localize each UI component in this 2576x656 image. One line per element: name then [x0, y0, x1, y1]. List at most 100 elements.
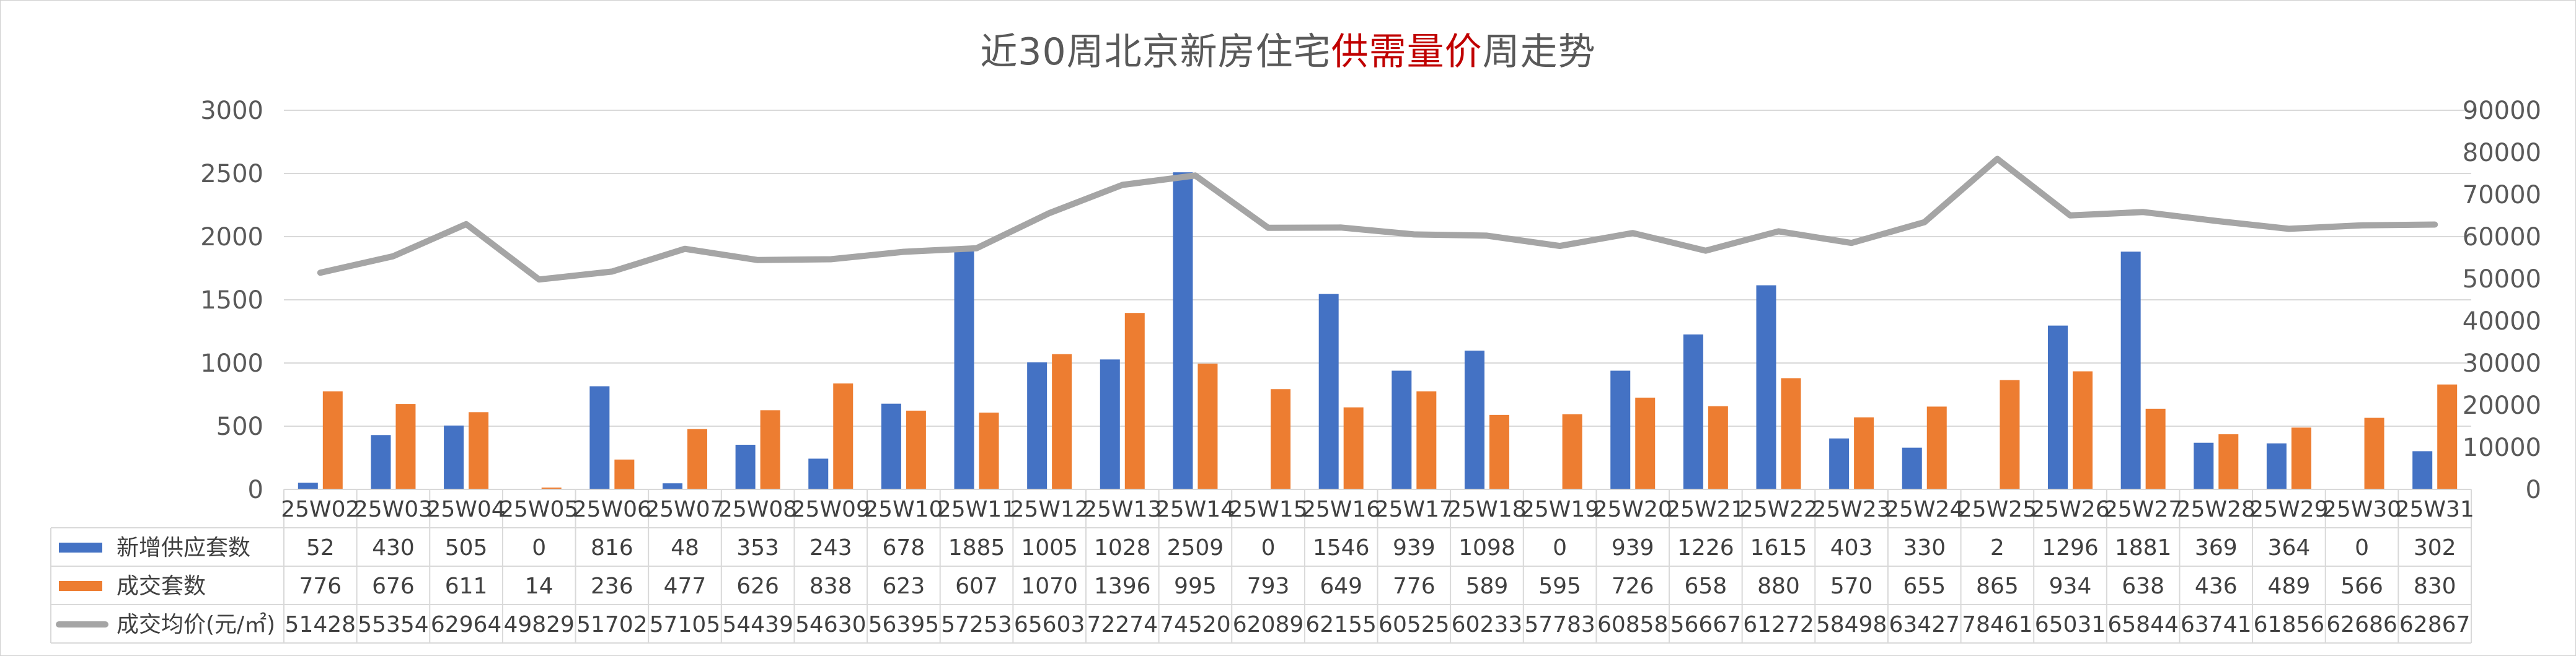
category-label: 25W09 — [792, 497, 870, 522]
category-label: 25W25 — [1958, 497, 2037, 522]
bar-supply — [444, 425, 464, 489]
category-label: 25W02 — [281, 497, 359, 522]
y-left-tick-label: 0 — [248, 476, 263, 504]
category-label: 25W11 — [937, 497, 1016, 522]
table-cell-value: 364 — [2268, 535, 2311, 561]
bar-deals — [2000, 380, 2020, 489]
table-cell-value: 55354 — [358, 612, 429, 637]
category-label: 25W12 — [1010, 497, 1089, 522]
table-cell-value: 72274 — [1087, 612, 1158, 637]
category-label: 25W22 — [1739, 497, 1818, 522]
table-cell-value: 54630 — [795, 612, 867, 637]
bar-supply — [2194, 442, 2214, 489]
legend-key-supply — [59, 543, 102, 553]
table-cell-value: 1070 — [1021, 574, 1078, 599]
bar-deals — [1562, 414, 1582, 489]
bar-deals — [1416, 391, 1437, 489]
table-cell-value: 63741 — [2181, 612, 2252, 637]
table-cell-value: 793 — [1247, 574, 1290, 599]
table-cell-value: 436 — [2195, 574, 2238, 599]
category-label: 25W14 — [1156, 497, 1235, 522]
category-label: 25W29 — [2249, 497, 2328, 522]
bar-supply — [1902, 447, 1922, 489]
bar-deals — [760, 410, 780, 489]
category-label: 25W26 — [2031, 497, 2109, 522]
legend-key-deals — [59, 581, 102, 591]
bar-deals — [687, 429, 707, 489]
table-cell-value: 655 — [1903, 574, 1946, 599]
title-part-3: 周走势 — [1482, 30, 1596, 74]
table-cell-value: 1226 — [1677, 535, 1734, 561]
table-cell-value: 74520 — [1160, 612, 1231, 637]
bar-supply — [1100, 359, 1120, 489]
y-left-tick-label: 2500 — [200, 160, 263, 188]
y-right-tick-label: 30000 — [2463, 349, 2541, 378]
bar-deals — [2073, 371, 2093, 489]
table-cell-value: 56667 — [1670, 612, 1742, 637]
bar-deals — [833, 383, 854, 489]
bar-supply — [1173, 172, 1193, 489]
bar-deals — [2145, 408, 2166, 489]
table-cell-value: 589 — [1466, 574, 1509, 599]
bar-supply — [1392, 370, 1412, 489]
bar-deals — [1781, 378, 1801, 489]
table-cell-value: 243 — [809, 535, 852, 561]
table-cell-value: 65603 — [1014, 612, 1085, 637]
bar-deals — [1926, 406, 1947, 489]
table-cell-value: 1615 — [1750, 535, 1807, 561]
category-label: 25W21 — [1666, 497, 1745, 522]
table-cell-value: 726 — [1612, 574, 1654, 599]
table-cell-value: 570 — [1830, 574, 1873, 599]
bar-supply — [1756, 285, 1776, 489]
bar-supply — [1318, 294, 1339, 489]
table-cell-value: 57105 — [650, 612, 721, 637]
table-cell-value: 54439 — [722, 612, 793, 637]
table-cell-value: 776 — [299, 574, 342, 599]
table-cell-value: 638 — [2122, 574, 2164, 599]
category-label: 25W31 — [2396, 497, 2474, 522]
table-cell-value: 369 — [2195, 535, 2238, 561]
bar-supply — [808, 458, 829, 489]
table-cell-value: 0 — [1553, 535, 1567, 561]
table-cell-value: 14 — [525, 574, 554, 599]
table-cell-value: 62867 — [2399, 612, 2471, 637]
bar-deals — [1708, 406, 1728, 489]
title-part-1: 近30周北京新房住宅 — [980, 30, 1331, 74]
bar-deals — [2437, 384, 2458, 489]
bar-supply — [735, 444, 756, 489]
table-cell-value: 60233 — [1452, 612, 1523, 637]
table-cell-value: 51428 — [285, 612, 356, 637]
table-cell-value: 1546 — [1313, 535, 1370, 561]
category-label: 25W30 — [2322, 497, 2401, 522]
bar-supply — [881, 403, 901, 489]
table-cell-value: 49829 — [503, 612, 575, 637]
category-label: 25W17 — [1375, 497, 1453, 522]
bar-supply — [1829, 438, 1850, 489]
table-cell-value: 63427 — [1889, 612, 1960, 637]
table-cell-value: 236 — [591, 574, 633, 599]
bar-deals — [2364, 418, 2384, 489]
bar-supply — [1683, 334, 1703, 489]
bar-supply — [2266, 443, 2287, 489]
bar-supply — [589, 386, 610, 489]
bar-deals — [1343, 407, 1364, 489]
y-left-tick-label: 1000 — [200, 349, 263, 378]
table-cell-value: 995 — [1174, 574, 1217, 599]
bar-deals — [979, 413, 999, 489]
table-cell-value: 330 — [1903, 535, 1946, 561]
category-label: 25W28 — [2177, 497, 2256, 522]
bar-supply — [2412, 451, 2433, 489]
table-cell-value: 939 — [1393, 535, 1436, 561]
table-cell-value: 0 — [532, 535, 546, 561]
table-cell-value: 1005 — [1021, 535, 1078, 561]
table-cell-value: 607 — [955, 574, 998, 599]
legend-label: 成交套数 — [117, 574, 206, 599]
y-right-tick-label: 20000 — [2463, 391, 2541, 420]
table-cell-value: 676 — [372, 574, 415, 599]
y-left-tick-label: 3000 — [200, 97, 263, 125]
table-cell-value: 566 — [2340, 574, 2383, 599]
table-cell-value: 430 — [372, 535, 415, 561]
category-label: 25W19 — [1520, 497, 1599, 522]
table-cell-value: 302 — [2414, 535, 2456, 561]
